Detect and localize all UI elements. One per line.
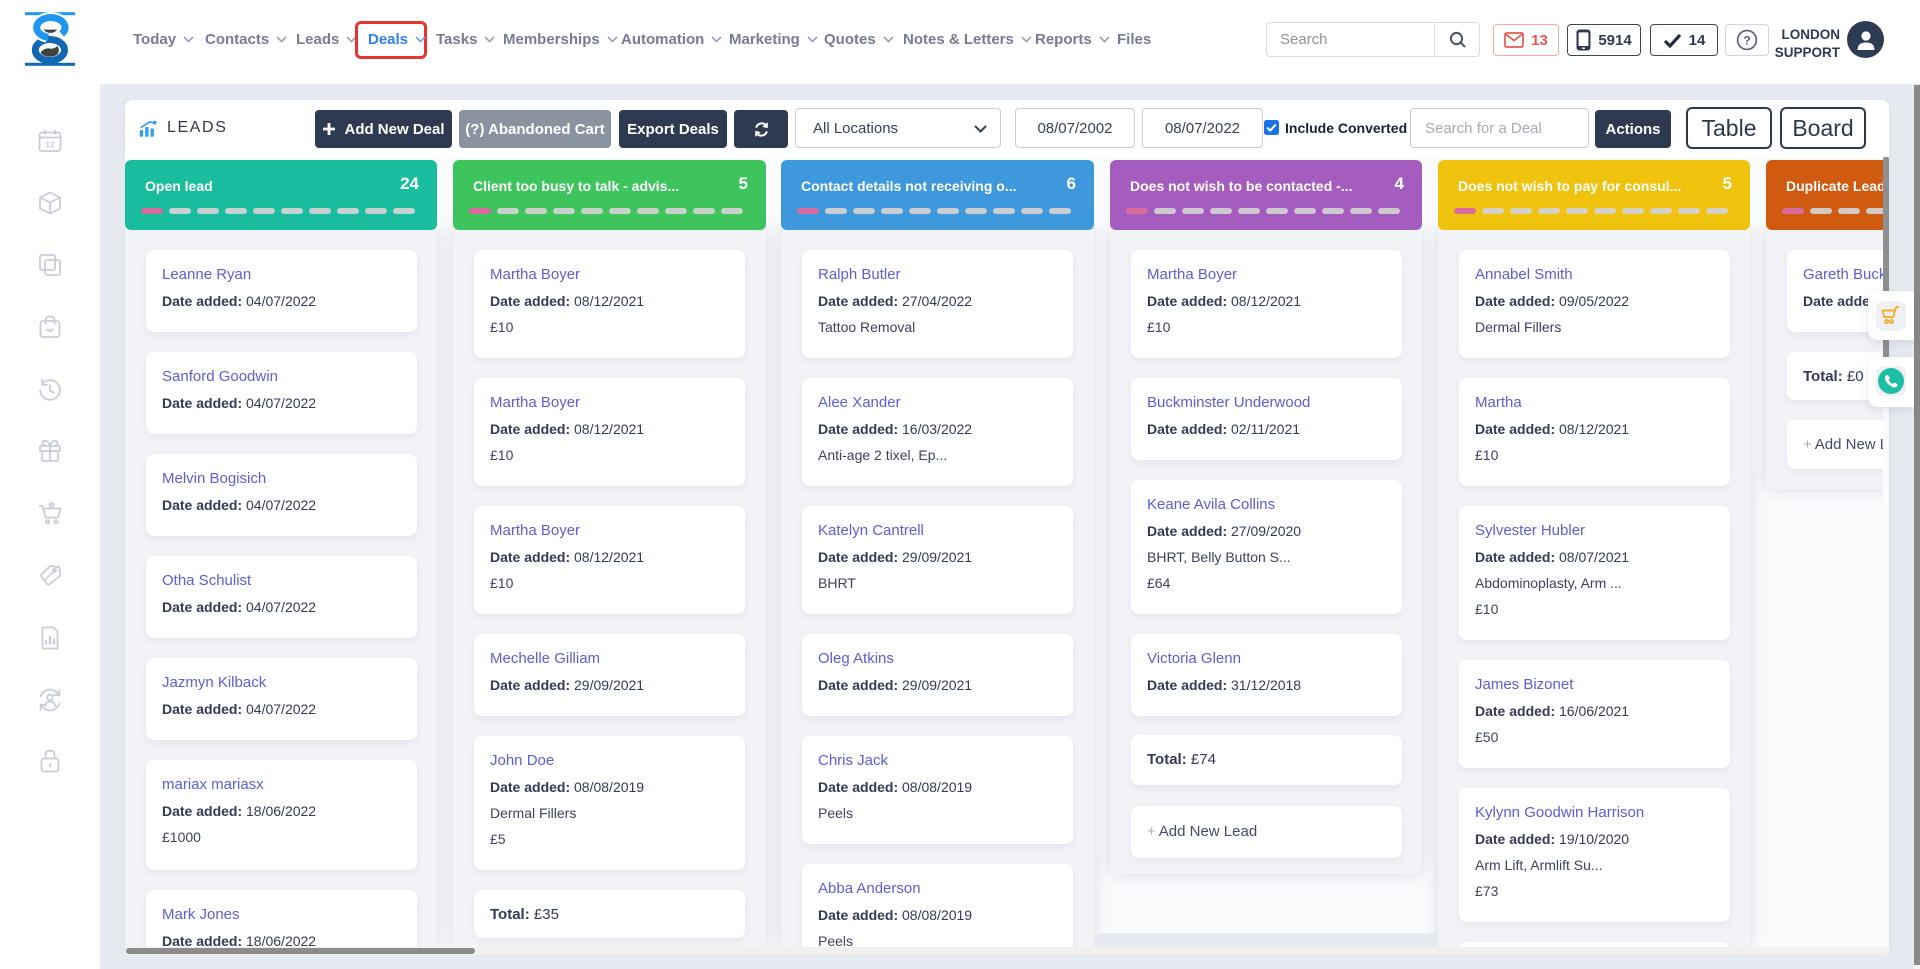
svg-text:12: 12 [45, 140, 55, 150]
svg-text:?: ? [1743, 33, 1750, 47]
